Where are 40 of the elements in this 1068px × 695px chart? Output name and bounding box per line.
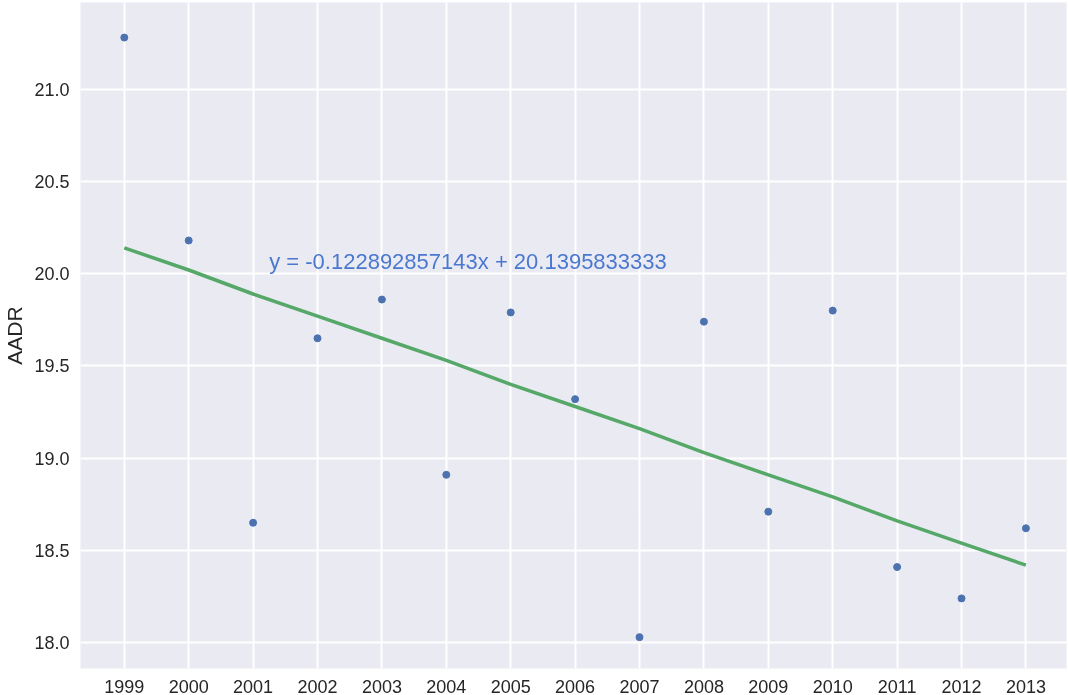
- x-tick-label: 2011: [877, 676, 917, 695]
- point: [506, 308, 515, 317]
- point: [120, 33, 129, 42]
- point: [184, 236, 193, 245]
- y-tick-label: 20.0: [34, 264, 70, 285]
- x-tick-label: 2003: [361, 676, 402, 695]
- point: [957, 594, 966, 603]
- y-tick-label: 18.0: [34, 633, 70, 654]
- point: [699, 317, 708, 326]
- point: [442, 470, 451, 479]
- x-tick-label: 2002: [297, 676, 338, 695]
- x-tick-label: 1999: [104, 676, 145, 695]
- x-tick-label: 2007: [619, 676, 660, 695]
- x-tick-label: 2012: [941, 676, 982, 695]
- x-tick-label: 2006: [555, 676, 596, 695]
- x-tick-label: 2004: [426, 676, 467, 695]
- x-tick-label: 2010: [812, 676, 853, 695]
- y-tick-label: 20.5: [34, 171, 70, 192]
- point: [1021, 524, 1030, 533]
- x-tick-label: 2000: [168, 676, 209, 695]
- line-series: [122, 246, 1028, 567]
- point: [893, 563, 902, 572]
- y-tick-label: 21.0: [34, 79, 70, 100]
- x-tick-label: 2008: [683, 676, 724, 695]
- point: [635, 633, 644, 642]
- point: [377, 295, 386, 304]
- point: [249, 518, 258, 527]
- x-tick-label: 2009: [748, 676, 789, 695]
- y-tick-label: 19.5: [34, 356, 70, 377]
- point: [313, 334, 322, 343]
- x-tick-label: 2013: [1005, 676, 1046, 695]
- x-tick-label: 2001: [233, 676, 274, 695]
- x-tick-label: 2005: [490, 676, 531, 695]
- point: [828, 306, 837, 315]
- annotation: y = -0.122892857143x + 20.1395833333: [269, 248, 667, 274]
- y-tick-label: 19.0: [34, 448, 70, 469]
- y-tick-label: 18.5: [34, 540, 70, 561]
- point: [571, 395, 580, 404]
- y-axis-title: AADR: [3, 306, 27, 365]
- point: [764, 507, 773, 516]
